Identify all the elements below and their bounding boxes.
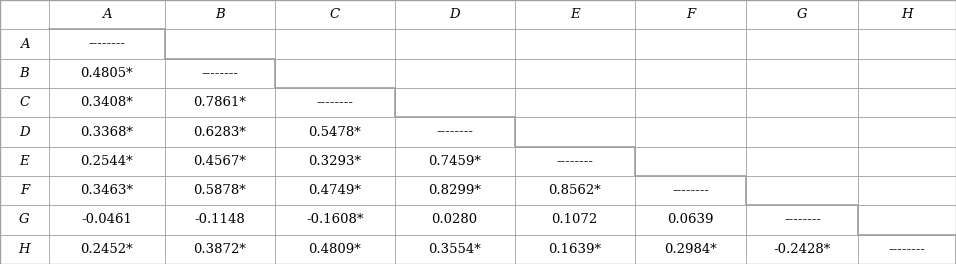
Text: 0.8299*: 0.8299* — [428, 184, 481, 197]
Bar — [747, 147, 858, 176]
Text: F: F — [20, 184, 29, 197]
Text: E: E — [19, 155, 30, 168]
Text: 0.3368*: 0.3368* — [80, 125, 133, 139]
Bar — [747, 29, 858, 59]
Text: C: C — [330, 8, 339, 21]
Bar — [747, 88, 858, 117]
Text: -0.1608*: -0.1608* — [306, 214, 363, 227]
Text: 0.7861*: 0.7861* — [193, 96, 246, 109]
Text: 0.6283*: 0.6283* — [193, 125, 246, 139]
Text: B: B — [19, 67, 30, 80]
Text: -0.0461: -0.0461 — [81, 214, 132, 227]
Text: 0.3293*: 0.3293* — [308, 155, 361, 168]
Bar — [395, 29, 514, 59]
Bar — [635, 147, 747, 176]
Text: 0.1639*: 0.1639* — [548, 243, 601, 256]
Text: G: G — [19, 214, 30, 227]
Bar — [747, 59, 858, 88]
Text: D: D — [19, 125, 30, 139]
Text: H: H — [902, 8, 913, 21]
Text: --------: -------- — [672, 184, 709, 197]
Bar — [858, 59, 956, 88]
Text: 0.3463*: 0.3463* — [80, 184, 133, 197]
Text: 0.3872*: 0.3872* — [193, 243, 246, 256]
Text: D: D — [449, 8, 460, 21]
Text: 0.0639: 0.0639 — [667, 214, 714, 227]
Bar — [747, 117, 858, 147]
Bar — [635, 88, 747, 117]
Text: 0.2452*: 0.2452* — [80, 243, 133, 256]
Text: 0.0280: 0.0280 — [431, 214, 478, 227]
Text: -0.2428*: -0.2428* — [773, 243, 831, 256]
Bar — [858, 147, 956, 176]
Bar — [514, 29, 635, 59]
Bar — [514, 59, 635, 88]
Bar — [635, 29, 747, 59]
Text: --------: -------- — [436, 125, 473, 139]
Bar — [274, 59, 395, 88]
Text: 0.2544*: 0.2544* — [80, 155, 133, 168]
Text: -0.1148: -0.1148 — [194, 214, 245, 227]
Bar — [395, 88, 514, 117]
Text: 0.5478*: 0.5478* — [308, 125, 361, 139]
Text: --------: -------- — [88, 37, 125, 50]
Text: A: A — [102, 8, 112, 21]
Bar — [858, 29, 956, 59]
Bar — [514, 88, 635, 117]
Text: A: A — [19, 37, 30, 50]
Text: E: E — [570, 8, 579, 21]
Bar — [747, 176, 858, 205]
Text: --------: -------- — [316, 96, 353, 109]
Text: F: F — [686, 8, 695, 21]
Bar — [514, 117, 635, 147]
Bar — [395, 59, 514, 88]
Bar — [274, 29, 395, 59]
Text: 0.3408*: 0.3408* — [80, 96, 133, 109]
Text: 0.7459*: 0.7459* — [428, 155, 481, 168]
Bar — [858, 117, 956, 147]
Text: 0.3554*: 0.3554* — [428, 243, 481, 256]
Text: 0.4809*: 0.4809* — [308, 243, 361, 256]
Text: --------: -------- — [201, 67, 238, 80]
Text: G: G — [797, 8, 808, 21]
Text: H: H — [19, 243, 31, 256]
Text: --------: -------- — [889, 243, 925, 256]
Bar — [635, 59, 747, 88]
Text: 0.5878*: 0.5878* — [193, 184, 246, 197]
Text: 0.8562*: 0.8562* — [548, 184, 601, 197]
Text: --------: -------- — [784, 214, 821, 227]
Text: --------: -------- — [556, 155, 593, 168]
Text: C: C — [19, 96, 30, 109]
Text: 0.4567*: 0.4567* — [193, 155, 246, 168]
Text: B: B — [215, 8, 225, 21]
Bar — [858, 205, 956, 235]
Bar — [858, 88, 956, 117]
Text: 0.4805*: 0.4805* — [80, 67, 133, 80]
Text: 0.2984*: 0.2984* — [664, 243, 717, 256]
Bar — [858, 176, 956, 205]
Bar — [635, 117, 747, 147]
Bar — [164, 29, 274, 59]
Text: 0.4749*: 0.4749* — [308, 184, 361, 197]
Text: 0.1072: 0.1072 — [552, 214, 598, 227]
